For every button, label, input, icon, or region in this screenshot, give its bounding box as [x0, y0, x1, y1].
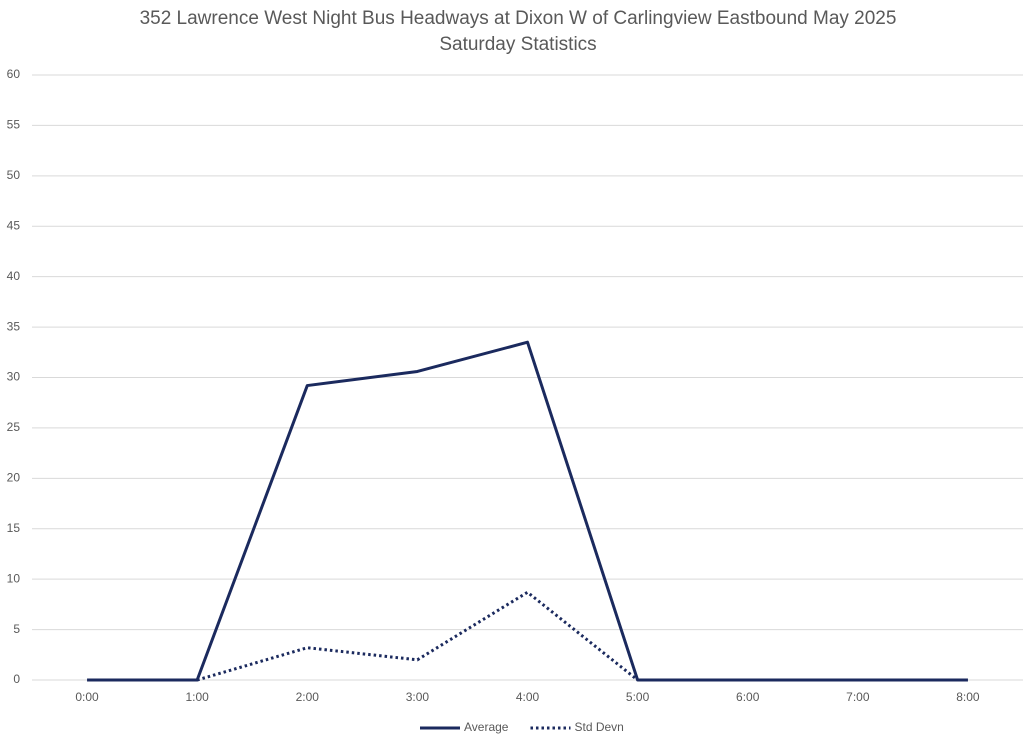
x-tick-label: 5:00 — [626, 690, 650, 704]
x-tick-label: 3:00 — [406, 690, 430, 704]
y-tick-label: 0 — [13, 672, 20, 686]
y-tick-label: 45 — [7, 218, 21, 232]
y-tick-label: 40 — [7, 269, 21, 283]
series-line — [196, 590, 639, 682]
y-tick-label: 50 — [7, 168, 21, 182]
legend-label: Average — [464, 720, 509, 734]
y-tick-label: 20 — [7, 471, 21, 485]
y-tick-label: 10 — [7, 571, 21, 585]
chart-title: 352 Lawrence West Night Bus Headways at … — [140, 8, 897, 29]
y-tick-label: 30 — [7, 370, 21, 384]
series-line — [87, 340, 968, 682]
x-tick-label: 0:00 — [75, 690, 99, 704]
x-tick-label: 4:00 — [516, 690, 540, 704]
y-tick-label: 55 — [7, 118, 21, 132]
x-tick-label: 2:00 — [296, 690, 320, 704]
y-tick-label: 5 — [13, 622, 20, 636]
legend-label: Std Devn — [574, 720, 623, 734]
y-tick-label: 15 — [7, 521, 21, 535]
x-tick-label: 1:00 — [185, 690, 209, 704]
x-tick-label: 6:00 — [736, 690, 760, 704]
x-tick-label: 8:00 — [956, 690, 980, 704]
x-tick-label: 7:00 — [846, 690, 870, 704]
y-tick-label: 25 — [7, 420, 21, 434]
y-tick-label: 60 — [7, 67, 21, 81]
chart-subtitle: Saturday Statistics — [439, 34, 596, 55]
y-tick-label: 35 — [7, 319, 21, 333]
